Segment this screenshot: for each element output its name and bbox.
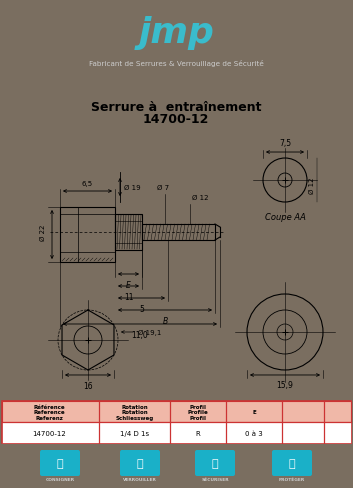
Text: PROTÉGER: PROTÉGER	[279, 477, 305, 481]
Text: 11: 11	[124, 292, 133, 302]
Bar	[2, 422, 351, 443]
Text: 5: 5	[139, 305, 144, 313]
Text: ⬛: ⬛	[57, 458, 63, 468]
Text: VERROUILLER: VERROUILLER	[123, 477, 157, 481]
Text: jmp: jmp	[139, 16, 214, 50]
Text: 15,9: 15,9	[276, 380, 293, 389]
Text: ⬛: ⬛	[137, 458, 143, 468]
Text: 16: 16	[83, 381, 93, 390]
Text: CONSIGNER: CONSIGNER	[46, 477, 74, 481]
FancyBboxPatch shape	[40, 450, 80, 476]
Text: 14700-12: 14700-12	[32, 430, 66, 436]
Text: E: E	[252, 409, 256, 415]
FancyBboxPatch shape	[120, 450, 160, 476]
Text: Fabricant de Serrures & Verrouillage de Sécurité: Fabricant de Serrures & Verrouillage de …	[89, 60, 264, 67]
Text: 6,5: 6,5	[82, 181, 93, 186]
Text: Rotation
Rotation
Schliessweg: Rotation Rotation Schliessweg	[115, 404, 154, 421]
Text: 14700-12: 14700-12	[143, 113, 209, 126]
Bar	[142, 224, 215, 241]
Text: ⬛: ⬛	[212, 458, 218, 468]
Text: Serrure à  entraînement: Serrure à entraînement	[91, 101, 261, 114]
Text: Référence
Reference
Referenz: Référence Reference Referenz	[34, 404, 65, 421]
Text: Profil
Profile
Profil: Profil Profile Profil	[188, 404, 208, 421]
Text: Ø 7: Ø 7	[157, 184, 169, 191]
Text: E: E	[126, 281, 131, 289]
Text: Ø 19: Ø 19	[124, 184, 140, 191]
Text: ⬛: ⬛	[289, 458, 295, 468]
Text: B: B	[162, 316, 168, 325]
Bar	[2, 401, 351, 422]
Text: Ø 12: Ø 12	[192, 195, 209, 201]
Text: R: R	[196, 430, 201, 436]
Text: 7,5: 7,5	[279, 139, 291, 148]
Text: SÉCURISER: SÉCURISER	[201, 477, 229, 481]
Text: Ø 22: Ø 22	[40, 224, 46, 241]
Text: Ø 19,1: Ø 19,1	[138, 329, 161, 335]
Bar	[115, 215, 142, 250]
Bar	[60, 207, 115, 263]
Text: 1/4 D 1s: 1/4 D 1s	[120, 430, 149, 436]
Text: Ø 12: Ø 12	[309, 178, 315, 194]
Text: 11,0: 11,0	[132, 330, 148, 339]
FancyBboxPatch shape	[195, 450, 235, 476]
Text: 0 à 3: 0 à 3	[245, 430, 263, 436]
Text: Coupe AA: Coupe AA	[264, 213, 305, 222]
FancyBboxPatch shape	[272, 450, 312, 476]
